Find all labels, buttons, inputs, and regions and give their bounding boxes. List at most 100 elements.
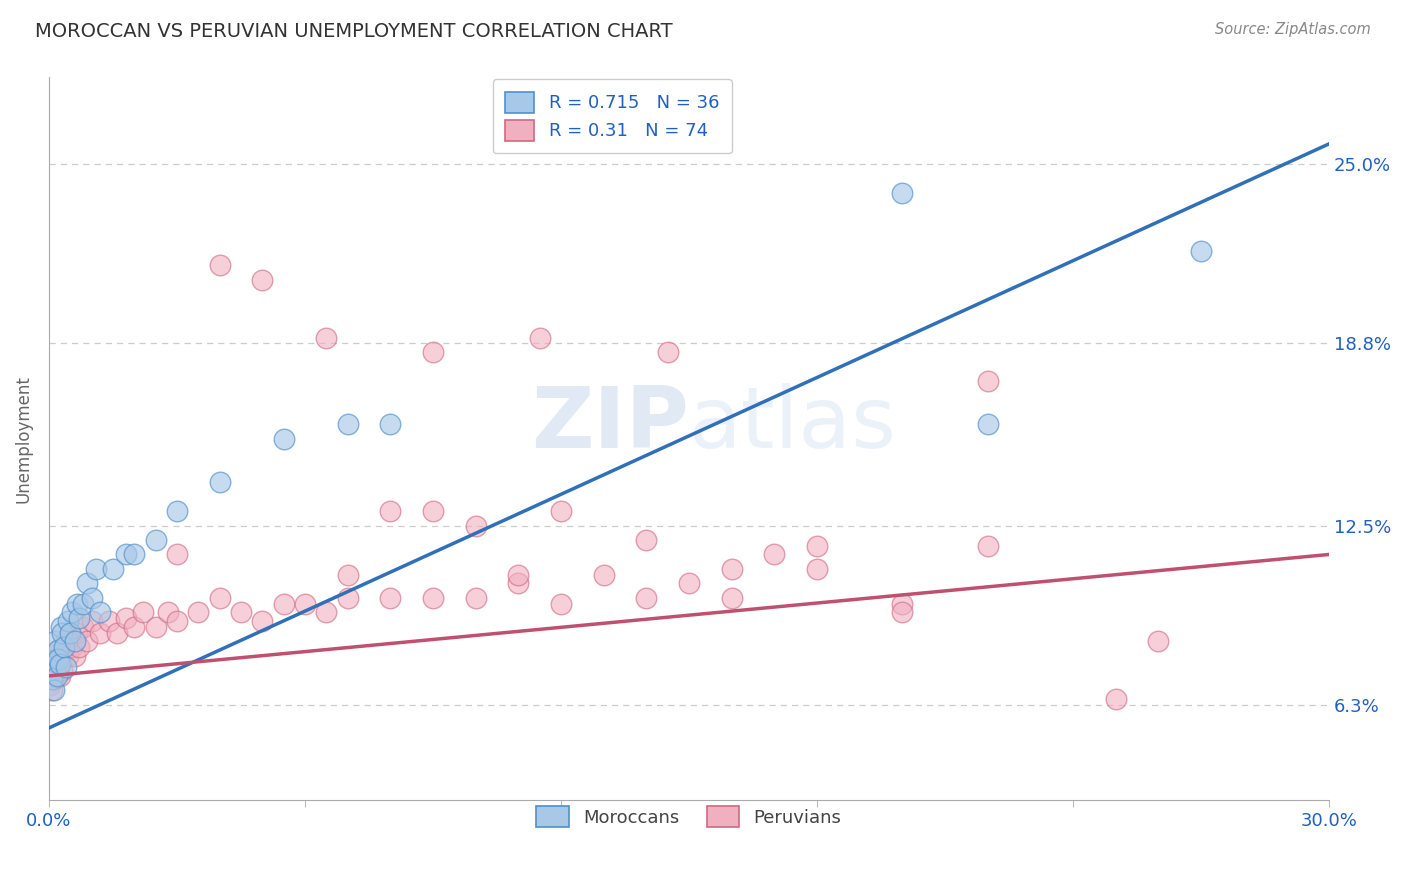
Text: ZIP: ZIP bbox=[531, 383, 689, 466]
Point bbox=[508, 567, 530, 582]
Point bbox=[48, 651, 70, 665]
Point bbox=[45, 669, 67, 683]
Point bbox=[976, 417, 998, 432]
Point bbox=[39, 663, 62, 677]
Point bbox=[41, 683, 63, 698]
Point bbox=[67, 611, 90, 625]
Point bbox=[422, 345, 444, 359]
Point bbox=[1147, 634, 1170, 648]
Point bbox=[41, 669, 63, 683]
Point bbox=[76, 576, 98, 591]
Point bbox=[56, 614, 79, 628]
Point bbox=[657, 345, 679, 359]
Point bbox=[41, 672, 63, 686]
Point bbox=[208, 591, 231, 605]
Point bbox=[49, 648, 72, 663]
Point bbox=[66, 597, 89, 611]
Point bbox=[336, 591, 359, 605]
Point bbox=[48, 657, 70, 672]
Point bbox=[891, 605, 914, 619]
Point bbox=[464, 591, 486, 605]
Point bbox=[550, 504, 572, 518]
Y-axis label: Unemployment: Unemployment bbox=[15, 375, 32, 503]
Point bbox=[976, 374, 998, 388]
Point bbox=[145, 533, 167, 547]
Point bbox=[72, 620, 94, 634]
Text: atlas: atlas bbox=[689, 383, 897, 466]
Point bbox=[529, 331, 551, 345]
Point bbox=[273, 597, 295, 611]
Point bbox=[252, 614, 274, 628]
Point bbox=[105, 625, 128, 640]
Point bbox=[592, 567, 614, 582]
Point bbox=[45, 663, 67, 677]
Point bbox=[763, 548, 786, 562]
Point bbox=[1189, 244, 1212, 258]
Point bbox=[55, 634, 77, 648]
Point bbox=[380, 504, 402, 518]
Point bbox=[273, 432, 295, 446]
Point bbox=[49, 620, 72, 634]
Point bbox=[59, 625, 82, 640]
Point bbox=[124, 620, 146, 634]
Point bbox=[114, 611, 136, 625]
Point bbox=[157, 605, 180, 619]
Point bbox=[380, 591, 402, 605]
Point bbox=[63, 634, 86, 648]
Point bbox=[464, 518, 486, 533]
Point bbox=[51, 663, 73, 677]
Point bbox=[44, 648, 66, 663]
Point bbox=[315, 605, 337, 619]
Point bbox=[39, 663, 62, 677]
Point bbox=[976, 539, 998, 553]
Point bbox=[208, 475, 231, 490]
Point bbox=[66, 625, 89, 640]
Point bbox=[42, 672, 65, 686]
Point bbox=[336, 567, 359, 582]
Point bbox=[422, 591, 444, 605]
Point bbox=[51, 625, 73, 640]
Point bbox=[891, 186, 914, 200]
Point bbox=[84, 562, 107, 576]
Point bbox=[380, 417, 402, 432]
Point bbox=[229, 605, 252, 619]
Point bbox=[720, 562, 742, 576]
Point bbox=[56, 648, 79, 663]
Text: MOROCCAN VS PERUVIAN UNEMPLOYMENT CORRELATION CHART: MOROCCAN VS PERUVIAN UNEMPLOYMENT CORREL… bbox=[35, 22, 673, 41]
Point bbox=[55, 660, 77, 674]
Point bbox=[80, 614, 103, 628]
Point bbox=[208, 258, 231, 272]
Point bbox=[294, 597, 316, 611]
Point bbox=[806, 539, 828, 553]
Point bbox=[46, 643, 69, 657]
Point bbox=[806, 562, 828, 576]
Point bbox=[48, 655, 70, 669]
Point bbox=[101, 562, 124, 576]
Point bbox=[252, 273, 274, 287]
Point bbox=[52, 640, 75, 654]
Point bbox=[62, 640, 84, 654]
Point bbox=[891, 597, 914, 611]
Point bbox=[38, 677, 60, 691]
Point bbox=[63, 648, 86, 663]
Point bbox=[76, 634, 98, 648]
Point bbox=[42, 655, 65, 669]
Point bbox=[46, 643, 69, 657]
Point bbox=[80, 591, 103, 605]
Point bbox=[59, 625, 82, 640]
Point bbox=[132, 605, 155, 619]
Point bbox=[166, 548, 188, 562]
Point bbox=[678, 576, 700, 591]
Point bbox=[636, 533, 658, 547]
Point bbox=[550, 597, 572, 611]
Point bbox=[67, 640, 90, 654]
Point bbox=[1104, 692, 1126, 706]
Point bbox=[187, 605, 209, 619]
Point bbox=[166, 504, 188, 518]
Point bbox=[89, 625, 111, 640]
Point bbox=[720, 591, 742, 605]
Point bbox=[62, 605, 84, 619]
Point bbox=[97, 614, 120, 628]
Point bbox=[336, 417, 359, 432]
Point bbox=[48, 669, 70, 683]
